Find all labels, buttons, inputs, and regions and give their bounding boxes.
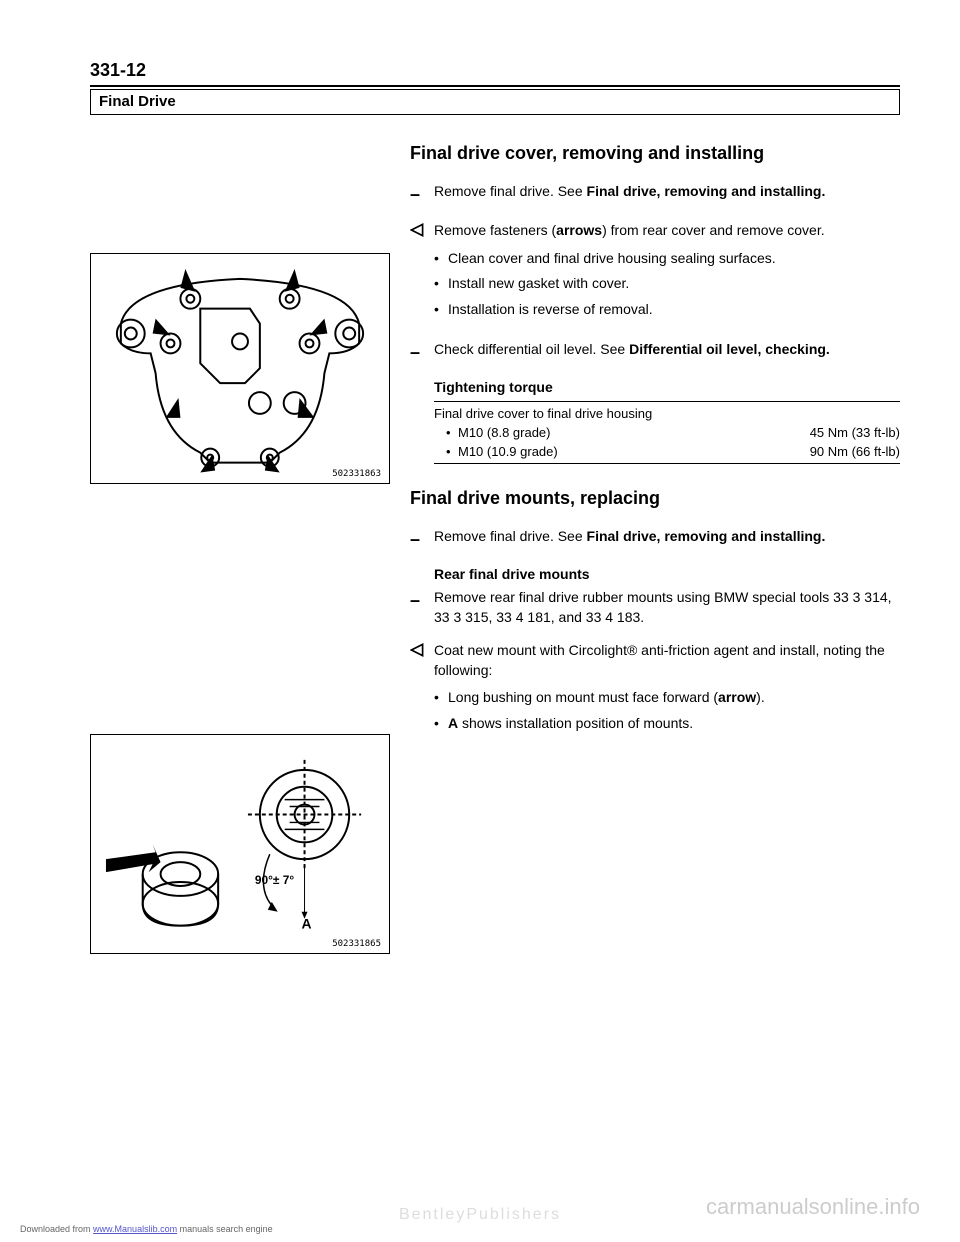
torque-row: •M10 (8.8 grade) 45 Nm (33 ft-lb) [434, 425, 900, 440]
heading-mounts: Final drive mounts, replacing [410, 488, 900, 509]
heading-cover: Final drive cover, removing and installi… [410, 143, 900, 164]
text: Remove fasteners ( [434, 222, 556, 238]
mounts-step1: Remove final drive. See Final drive, rem… [434, 527, 900, 552]
cover-step3: Check differential oil level. See Differ… [434, 340, 900, 365]
torque-value: 45 Nm (33 ft-lb) [810, 425, 900, 440]
manualslib-link[interactable]: www.Manualslib.com [93, 1224, 177, 1234]
text: Coat new mount with Circolight® anti-fri… [434, 642, 885, 678]
cover-step2: Remove fasteners (arrows) from rear cove… [434, 221, 900, 325]
text: Remove final drive. See [434, 528, 587, 544]
text: Remove final drive. See [434, 183, 587, 199]
torque-table: Final drive cover to final drive housing… [434, 401, 900, 464]
text: Downloaded from [20, 1224, 93, 1234]
text-column: Final drive cover, removing and installi… [410, 143, 900, 994]
torque-label: M10 (8.8 grade) [458, 425, 551, 440]
triangle-icon [410, 643, 424, 657]
torque-heading: Tightening torque [434, 379, 900, 395]
sub-item: Installation is reverse of removal. [448, 300, 900, 320]
torque-row: •M10 (10.9 grade) 90 Nm (66 ft-lb) [434, 444, 900, 459]
label-a: A [302, 915, 312, 931]
bold-ref: Final drive, removing and installing. [587, 528, 826, 544]
torque-label: M10 (10.9 grade) [458, 444, 558, 459]
section-bar-title: Final Drive [99, 93, 176, 110]
text: shows installation position of mounts. [458, 715, 693, 731]
torque-value: 90 Nm (66 ft-lb) [810, 444, 900, 459]
text: manuals search engine [177, 1224, 273, 1234]
bold-arrow: arrow [718, 689, 756, 705]
top-rule [90, 85, 900, 87]
download-footer: Downloaded from www.Manualslib.com manua… [20, 1224, 273, 1234]
dash-marker [410, 340, 434, 365]
text: Long bushing on mount must face forward … [448, 689, 718, 705]
sub-item: Clean cover and final drive housing seal… [448, 249, 900, 269]
torque-desc: Final drive cover to final drive housing [434, 406, 900, 421]
triangle-marker [410, 641, 434, 739]
text: ) from rear cover and remove cover. [602, 222, 825, 238]
triangle-marker [410, 221, 434, 325]
triangle-icon [410, 223, 424, 237]
bold-ref: Differential oil level, checking. [629, 341, 830, 357]
dash-marker [410, 588, 434, 627]
figure-cover-housing: 502331863 [90, 253, 390, 484]
dash-marker [410, 527, 434, 552]
figure-id-2: 502331865 [332, 939, 381, 949]
bold-ref: Final drive, removing and installing. [587, 183, 826, 199]
site-watermark: carmanualsonline.info [706, 1194, 920, 1220]
figure-mount-bushing: 90°± 7° A 502331865 [90, 734, 390, 955]
mounts-step2: Remove rear final drive rubber mounts us… [434, 588, 900, 627]
figures-column: 502331863 [90, 143, 390, 994]
publisher-watermark: BentleyPublishers [399, 1206, 561, 1224]
sub-item: A shows installation position of mounts. [448, 714, 900, 734]
dash-marker [410, 182, 434, 207]
bold-arrows: arrows [556, 222, 602, 238]
mounts-subheading: Rear final drive mounts [434, 566, 900, 582]
mounts-step3: Coat new mount with Circolight® anti-fri… [434, 641, 900, 739]
section-bar: Final Drive [90, 89, 900, 115]
cover-housing-illustration [101, 264, 379, 473]
text: ). [756, 689, 765, 705]
angle-label: 90°± 7° [255, 872, 294, 886]
sub-item: Install new gasket with cover. [448, 274, 900, 294]
page-number: 331-12 [90, 60, 900, 81]
text: Check differential oil level. See [434, 341, 629, 357]
mount-bushing-illustration: 90°± 7° A [101, 745, 379, 944]
cover-step1: Remove final drive. See Final drive, rem… [434, 182, 900, 207]
sub-item: Long bushing on mount must face forward … [448, 688, 900, 708]
figure-id-1: 502331863 [332, 469, 381, 479]
bold-a: A [448, 715, 458, 731]
